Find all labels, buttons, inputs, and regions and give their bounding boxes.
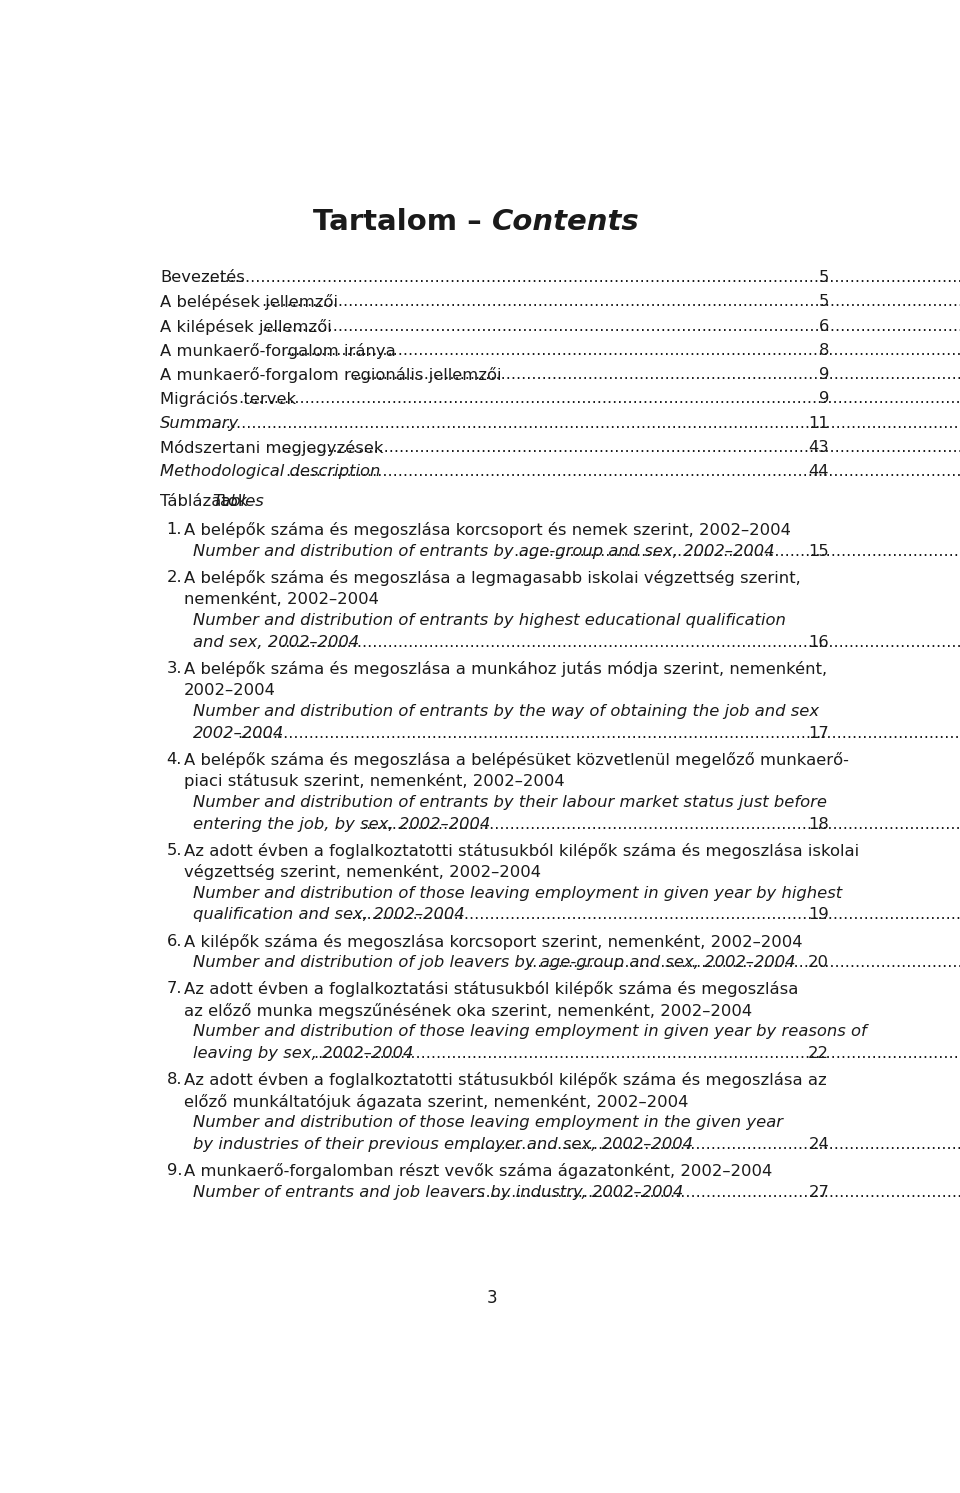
Text: ................................................................................: ........................................… — [262, 294, 960, 309]
Text: Módszertani megjegyzések: Módszertani megjegyzések — [160, 440, 384, 455]
Text: ................................................................................: ........................................… — [313, 1047, 960, 1062]
Text: and sex, 2002–2004: and sex, 2002–2004 — [193, 635, 359, 649]
Text: A belépők száma és megoszlása a belépésüket közvetlenül megelőző munkaerő-: A belépők száma és megoszlása a belépésü… — [183, 752, 849, 767]
Text: 17: 17 — [808, 726, 829, 741]
Text: 9: 9 — [819, 367, 829, 382]
Text: ................................................................................: ........................................… — [347, 908, 960, 923]
Text: A munkaerő-forgalomban részt vevők száma ágazatonként, 2002–2004: A munkaerő-forgalomban részt vevők száma… — [183, 1163, 772, 1179]
Text: 11: 11 — [808, 415, 829, 430]
Text: ................................................................................: ........................................… — [285, 464, 960, 479]
Text: az előző munka megszűnésének oka szerint, nemenként, 2002–2004: az előző munka megszűnésének oka szerint… — [183, 1003, 752, 1018]
Text: 7.: 7. — [166, 981, 182, 996]
Text: 9: 9 — [819, 391, 829, 406]
Text: entering the job, by sex, 2002–2004: entering the job, by sex, 2002–2004 — [193, 817, 491, 832]
Text: 8.: 8. — [166, 1072, 182, 1087]
Text: ................................................................................: ........................................… — [527, 956, 960, 970]
Text: 2002–2004: 2002–2004 — [183, 682, 276, 697]
Text: Number and distribution of entrants by the way of obtaining the job and sex: Number and distribution of entrants by t… — [193, 705, 819, 720]
Text: ................................................................................: ........................................… — [262, 318, 960, 333]
Text: 6: 6 — [819, 318, 829, 333]
Text: 22: 22 — [808, 1047, 829, 1062]
Text: ................................................................................: ........................................… — [204, 270, 960, 285]
Text: 20: 20 — [808, 956, 829, 970]
Text: 6.: 6. — [166, 933, 182, 948]
Text: 19: 19 — [808, 908, 829, 923]
Text: qualification and sex, 2002–2004: qualification and sex, 2002–2004 — [193, 908, 465, 923]
Text: Migrációs tervek: Migrációs tervek — [160, 391, 297, 408]
Text: ................................................................................: ........................................… — [280, 635, 960, 649]
Text: Number and distribution of entrants by their labour market status just before: Number and distribution of entrants by t… — [193, 794, 827, 809]
Text: Number and distribution of those leaving employment in the given year: Number and distribution of those leaving… — [193, 1115, 782, 1130]
Text: 27: 27 — [808, 1184, 829, 1199]
Text: Tables: Tables — [212, 494, 264, 509]
Text: Táblázatok–: Táblázatok– — [160, 494, 256, 509]
Text: Number and distribution of job leavers by age-group and sex, 2002–2004: Number and distribution of job leavers b… — [193, 956, 795, 970]
Text: A kilépők száma és megoszlása korcsoport szerint, nemenként, 2002–2004: A kilépők száma és megoszlása korcsoport… — [183, 933, 802, 950]
Text: ................................................................................: ........................................… — [237, 726, 960, 741]
Text: Number of entrants and job leavers by industry, 2002–2004: Number of entrants and job leavers by in… — [193, 1184, 684, 1199]
Text: 5.: 5. — [166, 842, 182, 857]
Text: ................................................................................: ........................................… — [513, 543, 960, 558]
Text: 43: 43 — [808, 440, 829, 455]
Text: 2.: 2. — [166, 570, 182, 585]
Text: ................................................................................: ........................................… — [352, 367, 960, 382]
Text: Number and distribution of entrants by age-group and sex, 2002–2004: Number and distribution of entrants by a… — [193, 543, 775, 558]
Text: A munkaerő-forgalom regionális jellemzői: A munkaerő-forgalom regionális jellemzői — [160, 367, 502, 384]
Text: ................................................................................: ........................................… — [285, 343, 960, 358]
Text: 3: 3 — [487, 1290, 497, 1308]
Text: ................................................................................: ........................................… — [361, 817, 960, 832]
Text: Bevezetés: Bevezetés — [160, 270, 245, 285]
Text: A belépések jellemzői: A belépések jellemzői — [160, 294, 338, 311]
Text: Number and distribution of entrants by highest educational qualification: Number and distribution of entrants by h… — [193, 614, 785, 629]
Text: 16: 16 — [808, 635, 829, 649]
Text: ................................................................................: ........................................… — [276, 440, 960, 455]
Text: 15: 15 — [808, 543, 829, 558]
Text: Methodological description: Methodological description — [160, 464, 381, 479]
Text: Tartalom –: Tartalom – — [313, 209, 492, 236]
Text: Number and distribution of those leaving employment in given year by reasons of: Number and distribution of those leaving… — [193, 1024, 867, 1039]
Text: végzettség szerint, nemenként, 2002–2004: végzettség szerint, nemenként, 2002–2004 — [183, 864, 540, 881]
Text: ................................................................................: ........................................… — [466, 1184, 960, 1199]
Text: Contents: Contents — [492, 209, 639, 236]
Text: A belépők száma és megoszlása a legmagasabb iskolai végzettség szerint,: A belépők száma és megoszlása a legmagas… — [183, 570, 801, 587]
Text: 18: 18 — [808, 817, 829, 832]
Text: Az adott évben a foglalkoztatotti státusukból kilépők száma és megoszlása az: Az adott évben a foglalkoztatotti státus… — [183, 1072, 827, 1088]
Text: leaving by sex, 2002–2004: leaving by sex, 2002–2004 — [193, 1047, 413, 1062]
Text: A belépők száma és megoszlása a munkához jutás módja szerint, nemenként,: A belépők száma és megoszlása a munkához… — [183, 661, 827, 676]
Text: 24: 24 — [808, 1136, 829, 1151]
Text: Number and distribution of those leaving employment in given year by highest: Number and distribution of those leaving… — [193, 885, 842, 900]
Text: 9.: 9. — [166, 1163, 182, 1178]
Text: A kilépések jellemzői: A kilépések jellemzői — [160, 318, 332, 334]
Text: A belépők száma és megoszlása korcsoport és nemek szerint, 2002–2004: A belépők száma és megoszlása korcsoport… — [183, 523, 790, 539]
Text: A munkaerő-forgalom iránya: A munkaerő-forgalom iránya — [160, 343, 396, 358]
Text: Az adott évben a foglalkoztatási státusukból kilépők száma és megoszlása: Az adott évben a foglalkoztatási státusu… — [183, 981, 798, 997]
Text: by industries of their previous employer and sex, 2002–2004: by industries of their previous employer… — [193, 1136, 693, 1151]
Text: előző munkáltatójuk ágazata szerint, nemenként, 2002–2004: előző munkáltatójuk ágazata szerint, nem… — [183, 1094, 688, 1109]
Text: 5: 5 — [819, 294, 829, 309]
Text: 4.: 4. — [166, 752, 181, 767]
Text: Az adott évben a foglalkoztatotti státusukból kilépők száma és megoszlása iskola: Az adott évben a foglalkoztatotti státus… — [183, 842, 858, 858]
Text: nemenként, 2002–2004: nemenként, 2002–2004 — [183, 591, 378, 606]
Text: 1.: 1. — [166, 523, 182, 537]
Text: ................................................................................: ........................................… — [475, 1136, 960, 1151]
Text: 5: 5 — [819, 270, 829, 285]
Text: piaci státusuk szerint, nemenként, 2002–2004: piaci státusuk szerint, nemenként, 2002–… — [183, 773, 564, 790]
Text: 2002–2004: 2002–2004 — [193, 726, 284, 741]
Text: ................................................................................: ........................................… — [195, 415, 960, 430]
Text: 44: 44 — [808, 464, 829, 479]
Text: ................................................................................: ........................................… — [238, 391, 960, 406]
Text: 3.: 3. — [166, 661, 182, 676]
Text: 8: 8 — [819, 343, 829, 358]
Text: Summary: Summary — [160, 415, 240, 430]
